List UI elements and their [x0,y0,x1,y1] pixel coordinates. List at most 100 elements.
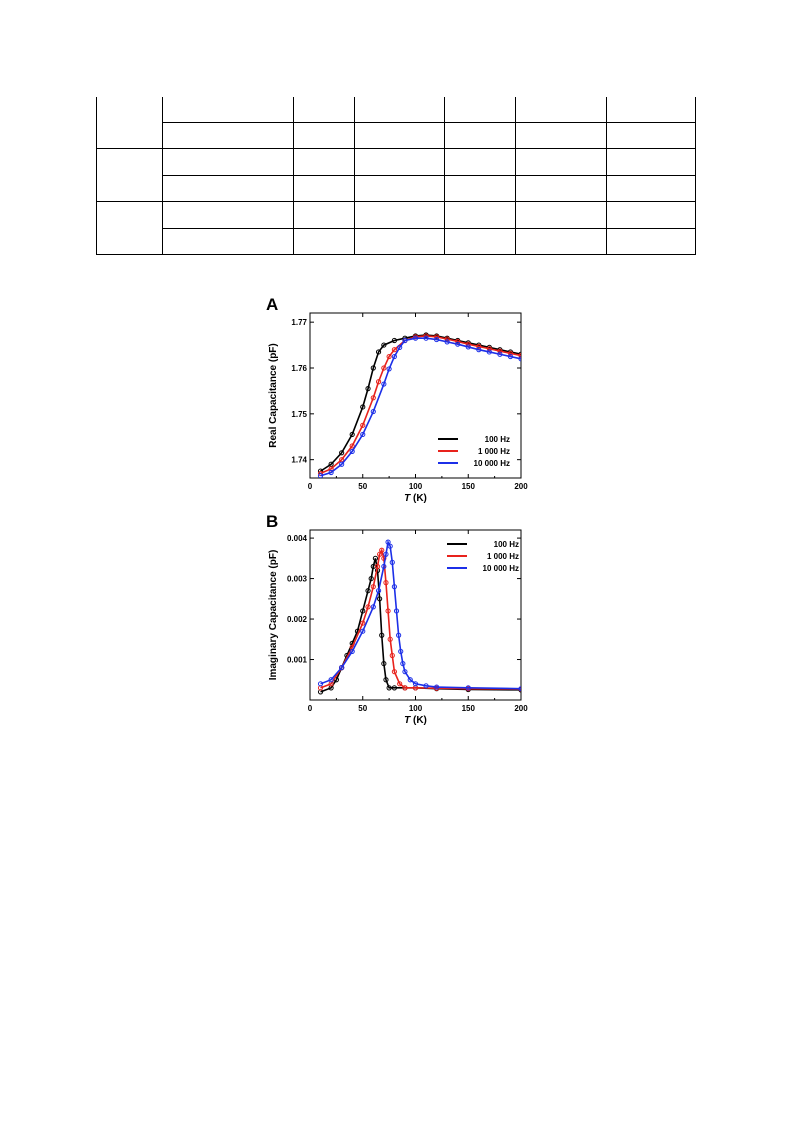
data-point [360,628,366,634]
data-point [507,353,514,360]
data-point [402,685,408,691]
data-point [339,461,345,467]
data-point [389,652,395,659]
data-point [379,547,385,553]
panel-label: A [266,295,278,314]
data-point [349,431,355,438]
data-point [386,685,392,691]
x-tick-label: 150 [462,704,476,713]
data-point [397,681,403,687]
data-point [387,543,393,549]
data-point [375,379,382,385]
legend-label: 100 Hz [494,540,519,549]
data-point [370,408,376,415]
data-point [365,386,371,392]
data-point [497,351,503,357]
data-point [349,648,355,655]
data-table [96,97,696,255]
data-point [391,353,397,360]
data-point [372,555,379,561]
data-point [328,466,334,472]
data-point [434,336,440,343]
data-point [383,580,389,586]
data-point [383,551,389,557]
data-point [385,539,391,545]
data-point [497,348,503,354]
data-point [375,588,382,594]
data-point [383,677,389,683]
data-point [465,685,471,691]
data-point [396,632,402,638]
data-point [328,469,334,476]
data-point [465,344,471,350]
y-tick-label: 0.003 [287,575,308,584]
data-point [328,677,334,683]
data-point [377,551,383,557]
data-point [391,337,397,344]
chart-panel-b: B 0 50 100 150 200 0.001 0.002 0.003 0.004 T (K) Im… [266,512,528,726]
series-line [320,337,521,477]
data-point [381,365,387,371]
x-tick-label: 0 [308,482,313,491]
y-tick-label: 1.76 [291,364,307,373]
data-point [370,604,376,610]
data-point [398,648,404,655]
data-point [368,575,374,582]
data-point [381,660,387,667]
data-point [349,443,355,449]
data-point [386,366,392,372]
data-point [518,686,521,692]
data-point [393,608,400,614]
data-point [370,395,376,401]
panel-label: B [266,512,278,531]
series-line [320,558,521,693]
data-point [518,356,521,362]
y-tick-label: 0.004 [287,534,308,543]
data-point [518,353,521,359]
data-point [423,683,429,689]
data-point [317,473,324,478]
data-point [381,563,387,570]
data-point [365,588,371,594]
x-axis-label: T (K) [404,493,427,504]
data-point [412,335,419,341]
x-tick-label: 200 [514,704,528,713]
data-point [486,346,492,352]
data-point [379,632,385,638]
legend-label: 1 000 Hz [478,447,510,456]
y-axis-label: Real Capacitance (pF) [268,343,279,447]
y-tick-label: 1.77 [291,318,307,327]
data-point [387,636,393,642]
x-tick-label: 50 [358,704,367,713]
series-line [320,334,521,472]
data-point [400,660,406,667]
x-tick-label: 50 [358,482,367,491]
x-tick-label: 150 [462,482,476,491]
x-tick-label: 100 [409,704,423,713]
y-tick-label: 1.75 [291,410,307,419]
data-point [365,604,371,610]
data-point [389,559,395,565]
y-tick-label: 0.002 [287,615,308,624]
data-point [486,349,492,355]
data-point [375,349,382,355]
x-axis-label: T (K) [404,715,427,726]
x-tick-label: 100 [409,482,423,491]
data-point [455,341,461,347]
data-point [407,677,413,683]
x-tick-label: 200 [514,482,528,491]
data-point [360,422,366,428]
data-point [391,685,397,691]
data-point [402,337,408,344]
y-axis-label: Imaginary Capacitance (pF) [268,550,279,681]
data-point [386,353,392,360]
data-point [402,669,408,675]
series-line [320,548,521,690]
data-point [434,684,440,690]
legend-label: 10 000 Hz [474,459,510,468]
data-point [397,344,403,350]
data-point [360,404,366,410]
data-point [381,381,387,387]
data-point [391,347,397,353]
data-point [360,620,366,626]
